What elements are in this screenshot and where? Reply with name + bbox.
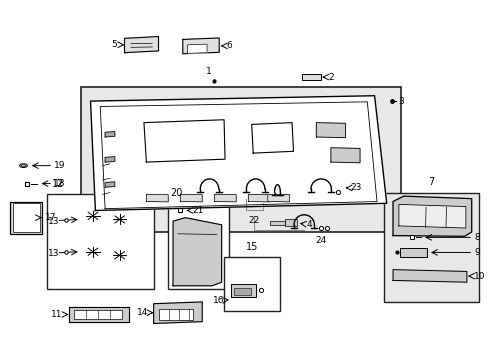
Text: 17: 17 [45, 213, 57, 222]
Polygon shape [146, 194, 168, 202]
Text: 18: 18 [54, 179, 65, 188]
Text: 10: 10 [473, 271, 485, 280]
Text: 23: 23 [349, 183, 361, 192]
Bar [73, 310, 122, 319]
Text: 22: 22 [248, 216, 259, 225]
Polygon shape [183, 38, 219, 54]
Bar [47, 194, 153, 289]
Bar [10, 202, 42, 234]
Polygon shape [398, 204, 465, 228]
Bar [301, 74, 321, 80]
Text: 6: 6 [226, 41, 232, 50]
Polygon shape [180, 194, 202, 202]
Text: 20: 20 [170, 188, 183, 198]
Polygon shape [214, 194, 236, 202]
Polygon shape [105, 132, 115, 137]
Polygon shape [105, 182, 115, 187]
Bar [233, 288, 250, 296]
Text: 24: 24 [315, 235, 326, 244]
Polygon shape [330, 148, 359, 163]
Text: 13: 13 [48, 217, 60, 226]
Polygon shape [392, 270, 466, 282]
Text: 5: 5 [111, 40, 117, 49]
Text: 9: 9 [473, 248, 479, 257]
Polygon shape [105, 157, 115, 162]
Bar [231, 284, 255, 297]
Bar [168, 203, 228, 289]
Polygon shape [251, 123, 293, 153]
Bar [384, 193, 478, 302]
Text: 21: 21 [192, 206, 203, 215]
Bar [81, 87, 401, 232]
Bar [158, 309, 192, 320]
Polygon shape [90, 96, 386, 211]
Bar [284, 220, 296, 226]
Text: 2: 2 [328, 73, 333, 82]
Text: 7: 7 [427, 177, 434, 187]
Text: 3: 3 [397, 96, 403, 105]
Polygon shape [124, 37, 158, 53]
Text: 13: 13 [48, 249, 60, 258]
Polygon shape [153, 302, 202, 323]
Polygon shape [267, 194, 289, 202]
Polygon shape [173, 218, 221, 286]
Polygon shape [392, 196, 471, 236]
Text: 1: 1 [206, 67, 211, 76]
Bar [270, 221, 284, 225]
Bar [399, 248, 426, 257]
Bar [13, 203, 40, 232]
Polygon shape [187, 44, 206, 53]
Text: 15: 15 [245, 242, 258, 252]
Bar [224, 257, 279, 311]
Text: 8: 8 [473, 233, 479, 242]
Polygon shape [143, 120, 224, 162]
Ellipse shape [20, 164, 27, 167]
Polygon shape [248, 194, 270, 202]
Text: 14: 14 [137, 308, 148, 317]
Text: 19: 19 [54, 161, 65, 170]
Text: 4: 4 [306, 220, 312, 229]
Text: 12: 12 [52, 179, 64, 189]
Polygon shape [316, 123, 345, 138]
Text: 11: 11 [51, 310, 63, 319]
Text: 16: 16 [212, 296, 224, 305]
Polygon shape [68, 307, 129, 321]
